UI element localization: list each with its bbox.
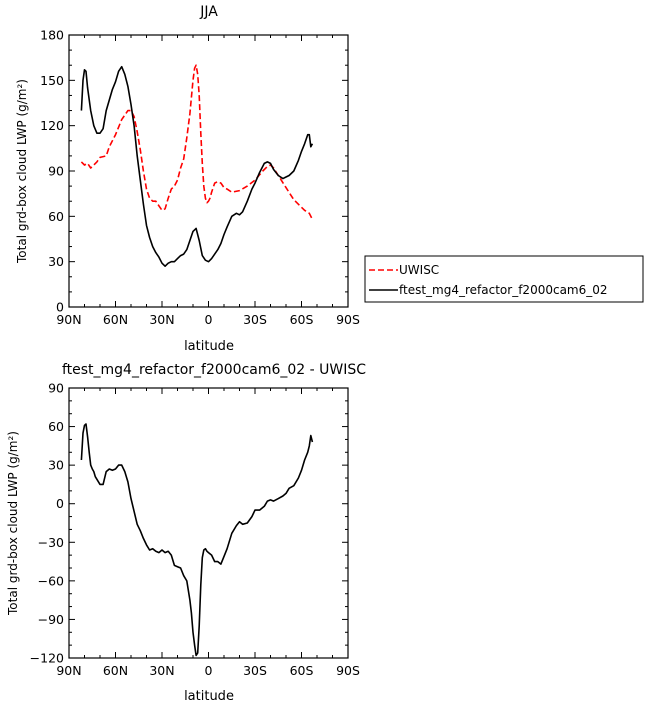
top-panel-y-axis-label: Total grd-box cloud LWP (g/m²) bbox=[15, 79, 29, 264]
top-panel-frame bbox=[68, 34, 349, 308]
legend: UWISC ftest_mg4_refactor_f2000cam6_02 bbox=[364, 255, 644, 303]
top-series-line-1 bbox=[80, 65, 314, 268]
bottom-panel-x-axis-label: latitude bbox=[184, 689, 234, 704]
top-y-tick-label: 0 bbox=[56, 300, 64, 315]
bottom-panel-ticks bbox=[68, 387, 349, 659]
top-series-line-0 bbox=[80, 64, 314, 220]
top-x-tick-label: 0 bbox=[205, 312, 213, 327]
bottom-y-tick-label: −120 bbox=[30, 651, 64, 666]
top-x-tick-label: 60N bbox=[103, 312, 128, 327]
bottom-x-tick-label: 90S bbox=[336, 663, 360, 678]
top-y-tick-label: 90 bbox=[48, 164, 64, 179]
bottom-panel-y-tick-labels: −120 −90 −60 −30 0 30 60 90 bbox=[30, 381, 64, 666]
bottom-y-tick-label: 30 bbox=[48, 458, 64, 473]
top-x-tick-label: 30N bbox=[149, 312, 174, 327]
bottom-panel: ftest_mg4_refactor_f2000cam6_02 - UWISC … bbox=[6, 362, 366, 704]
top-y-tick-label: 180 bbox=[40, 28, 64, 43]
top-x-tick-label: 90S bbox=[336, 312, 360, 327]
bottom-x-tick-label: 90N bbox=[56, 663, 81, 678]
top-panel: JJA 90N 60N 30N 0 30S 60S 90S 0 30 60 90 120 150 180… bbox=[15, 4, 360, 354]
bottom-y-tick-label: 90 bbox=[48, 381, 64, 396]
top-y-tick-label: 120 bbox=[40, 118, 64, 133]
bottom-panel-frame bbox=[68, 387, 349, 659]
top-y-tick-label: 30 bbox=[48, 254, 64, 269]
bottom-y-tick-label: −60 bbox=[38, 573, 64, 588]
top-panel-x-axis-label: latitude bbox=[184, 339, 234, 354]
top-panel-ticks bbox=[68, 34, 349, 308]
bottom-y-tick-label: 0 bbox=[56, 496, 64, 511]
bottom-y-tick-label: −30 bbox=[38, 535, 64, 550]
top-panel-x-tick-labels: 90N 60N 30N 0 30S 60S 90S bbox=[56, 312, 360, 327]
bottom-y-tick-label: −90 bbox=[38, 612, 64, 627]
bottom-series-line-0 bbox=[80, 423, 314, 657]
bottom-panel-series bbox=[80, 423, 314, 657]
top-panel-title: JJA bbox=[199, 4, 218, 20]
bottom-x-tick-label: 30S bbox=[243, 663, 267, 678]
top-panel-series bbox=[80, 64, 314, 268]
bottom-panel-y-axis-label: Total grd-box cloud LWP (g/m²) bbox=[6, 431, 20, 616]
top-panel-y-tick-labels: 0 30 60 90 120 150 180 bbox=[40, 28, 64, 315]
bottom-panel-x-tick-labels: 90N 60N 30N 0 30S 60S 90S bbox=[56, 663, 360, 678]
legend-label-uwisc: UWISC bbox=[399, 263, 439, 277]
legend-label-model: ftest_mg4_refactor_f2000cam6_02 bbox=[399, 283, 608, 297]
top-y-tick-label: 150 bbox=[40, 73, 64, 88]
bottom-x-tick-label: 60S bbox=[290, 663, 314, 678]
legend-box bbox=[364, 255, 644, 303]
bottom-x-tick-label: 0 bbox=[205, 663, 213, 678]
bottom-x-tick-label: 60N bbox=[103, 663, 128, 678]
top-x-tick-label: 30S bbox=[243, 312, 267, 327]
top-x-tick-label: 90N bbox=[56, 312, 81, 327]
top-x-tick-label: 60S bbox=[290, 312, 314, 327]
bottom-y-tick-label: 60 bbox=[48, 419, 64, 434]
top-y-tick-label: 60 bbox=[48, 209, 64, 224]
bottom-x-tick-label: 30N bbox=[149, 663, 174, 678]
bottom-panel-title: ftest_mg4_refactor_f2000cam6_02 - UWISC bbox=[62, 362, 366, 378]
